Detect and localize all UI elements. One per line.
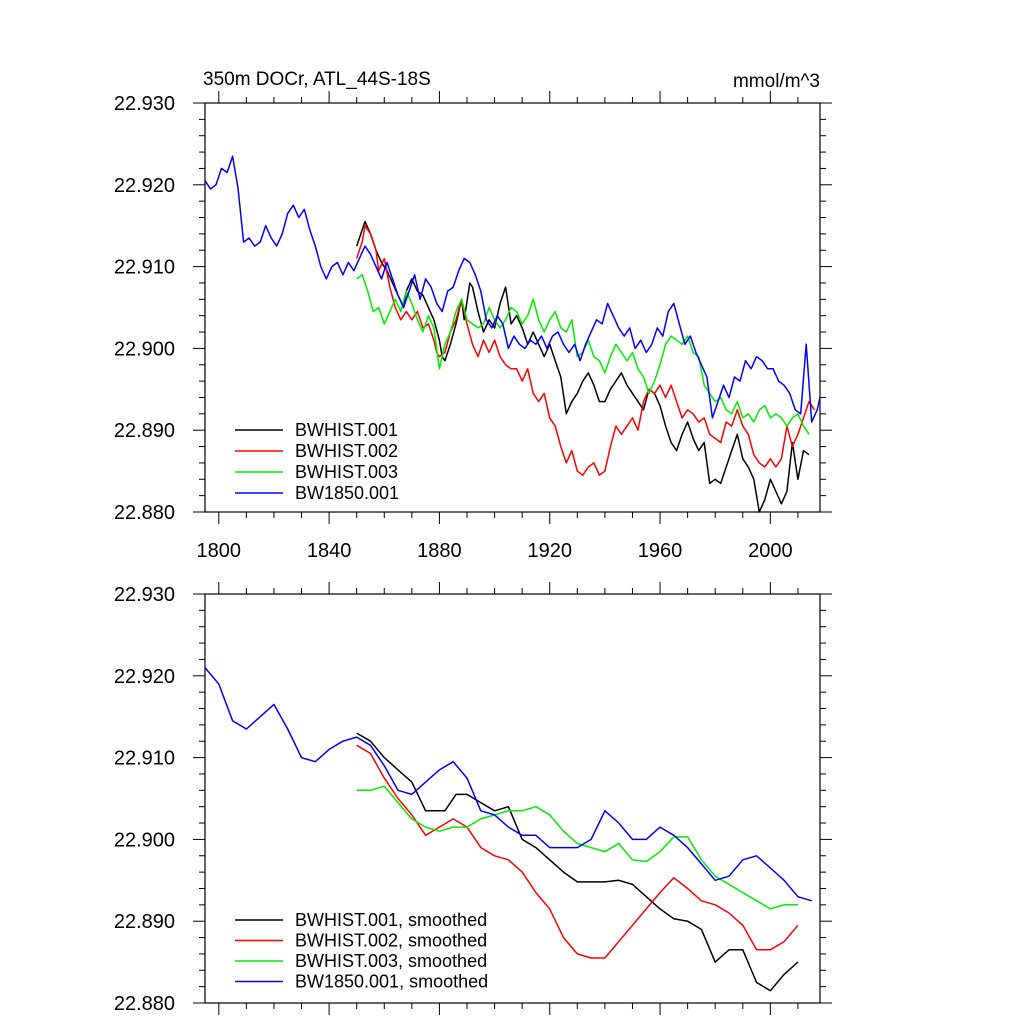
y-tick-label: 22.890 (114, 420, 175, 442)
series-line (355, 220, 810, 513)
y-tick-label: 22.880 (114, 502, 175, 524)
y-tick-label: 22.920 (114, 666, 175, 688)
x-tick-label: 2000 (748, 540, 793, 562)
series-line (356, 744, 799, 959)
chart-title: 350m DOCr, ATL_44S-18S (203, 69, 431, 90)
y-tick-label: 22.900 (114, 338, 175, 360)
series-line (204, 155, 821, 423)
plot-frame (204, 102, 821, 513)
legend-label: BWHIST.002, smoothed (295, 931, 487, 951)
x-tick-label: 1840 (307, 540, 352, 562)
series-line (204, 667, 812, 902)
bottom-panel: 22.930 22.920 22.910 22.900 22.890 22.880 BWHI… (114, 582, 832, 1015)
legend-label: BWHIST.003, smoothed (295, 951, 487, 971)
x-tick-label: 1960 (638, 540, 683, 562)
series-line (356, 732, 799, 992)
y-tick-label: 22.930 (114, 584, 175, 606)
y-tick-label: 22.910 (114, 257, 175, 279)
plot-frame (204, 593, 821, 1004)
legend-label: BW1850.001 (295, 483, 399, 503)
legend-label: BWHIST.003 (295, 462, 398, 482)
y-tick-label: 22.920 (114, 175, 175, 197)
legend-label: BW1850.001, smoothed (295, 972, 488, 992)
units-label: mmol/m^3 (733, 71, 820, 92)
x-tick-label: 1880 (417, 540, 462, 562)
top-panel: 350m DOCr, ATL_44S-18S mmol/m^3 22.930 22… (114, 69, 832, 562)
legend-label: BWHIST.001 (295, 420, 398, 440)
y-tick-label: 22.900 (114, 829, 175, 851)
y-tick-label: 22.890 (114, 911, 175, 933)
legend-label: BWHIST.001, smoothed (295, 910, 487, 930)
legend-label: BWHIST.002 (295, 441, 398, 461)
series-line (356, 785, 798, 910)
y-tick-label: 22.910 (114, 748, 175, 770)
x-tick-label: 1800 (197, 540, 242, 562)
series-line (355, 224, 816, 476)
y-tick-label: 22.930 (114, 93, 175, 115)
y-tick-label: 22.880 (114, 993, 175, 1015)
x-tick-label: 1920 (527, 540, 572, 562)
